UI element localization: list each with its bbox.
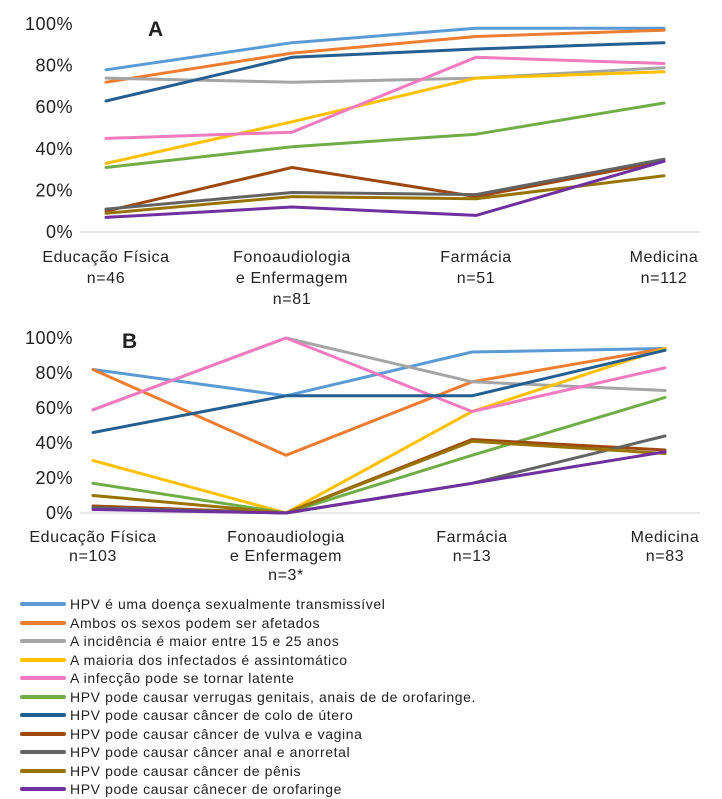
- series-line-6: [104, 101, 666, 169]
- x-tick-label: Medicina: [630, 249, 699, 266]
- y-tick-label: 80%: [35, 363, 73, 383]
- y-tick-label: 40%: [35, 433, 73, 453]
- x-tick-label: n=83: [646, 548, 684, 565]
- legend-item: A incidência é maior entre 15 e 25 anos: [20, 632, 720, 651]
- legend-swatch: [20, 713, 66, 718]
- legend-label: HPV é uma doença sexualmente transmissív…: [70, 596, 386, 613]
- y-tick-label: 20%: [35, 180, 73, 200]
- legend-item: HPV pode causar câncer de pênis: [20, 762, 720, 781]
- y-tick-label: 100%: [25, 328, 73, 348]
- legend-swatch: [20, 694, 66, 699]
- legend-item: HPV é uma doença sexualmente transmissív…: [20, 595, 720, 614]
- series-line-8: [104, 159, 666, 213]
- series-line-11: [91, 450, 667, 515]
- legend-label: A incidência é maior entre 15 e 25 anos: [70, 633, 340, 650]
- legend-item: HPV pode causar câncer de vulva e vagina: [20, 725, 720, 744]
- x-tick-label: n=51: [457, 270, 495, 287]
- y-tick-label: 60%: [35, 97, 73, 117]
- y-tick-label: 80%: [35, 56, 73, 76]
- y-tick-label: 0%: [46, 222, 73, 242]
- series-line-10: [91, 439, 667, 515]
- legend-swatch: [20, 602, 66, 607]
- chart-figure: A 0% 20% 40% 60% 80% 100% Educação Física n=46 F…: [25, 14, 700, 584]
- legend-swatch: [20, 731, 66, 736]
- series-line-7: [104, 41, 666, 103]
- legend-label: Ambos os sexos podem ser afetados: [70, 614, 321, 631]
- legend-label: HPV pode causar câncer de pênis: [70, 762, 302, 779]
- x-tick-label: Educação Física: [29, 529, 156, 546]
- series-line-4: [91, 347, 667, 515]
- legend-item: A maioria dos infectados é assintomático: [20, 651, 720, 670]
- y-tick-label: 100%: [25, 14, 73, 34]
- legend-swatch: [20, 657, 66, 662]
- legend-label: A maioria dos infectados é assintomático: [70, 651, 348, 668]
- series-line-5: [104, 55, 666, 140]
- x-tick-label: e Enfermagem: [236, 270, 348, 287]
- panel-label-b: B: [122, 330, 137, 353]
- x-tick-label: n=112: [641, 270, 688, 287]
- series-line-11: [104, 159, 666, 219]
- legend-item: HPV pode causar câncer anal e anorretal: [20, 743, 720, 762]
- series-line-4: [104, 70, 666, 165]
- panel-a: A 0% 20% 40% 60% 80% 100% Educação Física n=46 F…: [25, 14, 700, 308]
- legend-label: A infecção pode se tornar latente: [70, 670, 295, 687]
- x-tick-label: n=81: [273, 291, 311, 308]
- legend-item: A infecção pode se tornar latente: [20, 669, 720, 688]
- legend-item: HPV pode causar cânecer de orofaringe: [20, 780, 720, 799]
- panel-b: B 0% 20% 40% 60% 80% 100% Educação Física n=103…: [25, 328, 700, 584]
- legend-label: HPV pode causar cânecer de orofaringe: [70, 781, 343, 798]
- y-tick-label: 20%: [35, 468, 73, 488]
- x-tick-label: n=46: [87, 270, 125, 287]
- legend-swatch: [20, 639, 66, 644]
- legend-swatch: [20, 620, 66, 625]
- series-line-1: [104, 26, 666, 72]
- legend-item: Ambos os sexos podem ser afetados: [20, 614, 720, 633]
- x-tick-label: n=3*: [268, 567, 304, 584]
- x-tick-label: Farmácia: [440, 249, 511, 266]
- legend-label: HPV pode causar câncer de colo de útero: [70, 707, 354, 724]
- legend-item: HPV pode causar verrugas genitais, anais…: [20, 688, 720, 707]
- legend-swatch: [20, 768, 66, 773]
- series-line-2: [91, 347, 667, 457]
- series-line-2: [104, 28, 666, 84]
- legend-label: HPV pode causar verrugas genitais, anais…: [70, 688, 477, 705]
- y-tick-label: 60%: [35, 398, 73, 418]
- x-tick-label: Fonoaudiologia: [233, 249, 351, 266]
- x-tick-label: Medicina: [631, 529, 700, 546]
- legend-swatch: [20, 676, 66, 681]
- series-line-6: [91, 396, 667, 515]
- legend-swatch: [20, 750, 66, 755]
- legend-swatch: [20, 787, 66, 792]
- x-tick-label: Fonoaudiologia: [227, 529, 345, 546]
- x-tick-label: Educação Física: [42, 249, 169, 266]
- series-line-5: [91, 336, 667, 413]
- x-tick-label: Farmácia: [436, 529, 507, 546]
- x-tick-label: e Enfermagem: [230, 548, 342, 565]
- y-tick-label: 40%: [35, 139, 73, 159]
- series-line-9: [104, 157, 666, 211]
- legend-item: HPV pode causar câncer de colo de útero: [20, 706, 720, 725]
- legend-label: HPV pode causar câncer anal e anorretal: [70, 744, 351, 761]
- y-tick-label: 0%: [46, 503, 73, 523]
- x-tick-label: n=13: [453, 548, 491, 565]
- panel-label-a: A: [148, 18, 163, 41]
- series-line-7: [91, 348, 667, 434]
- legend: HPV é uma doença sexualmente transmissív…: [20, 595, 720, 799]
- legend-label: HPV pode causar câncer de vulva e vagina: [70, 725, 363, 742]
- x-tick-label: n=103: [69, 548, 117, 565]
